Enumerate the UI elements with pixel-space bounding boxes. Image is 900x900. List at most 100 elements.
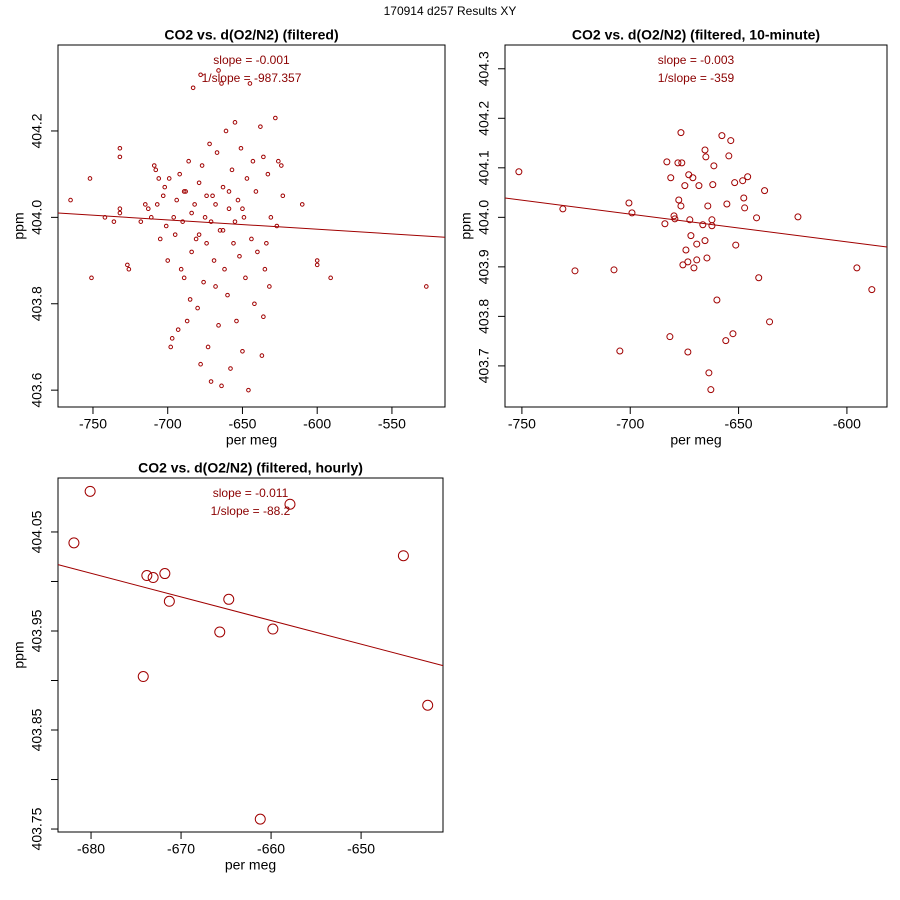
point	[422, 699, 434, 711]
y-tick-label: 403.7	[476, 348, 492, 383]
point	[699, 221, 707, 229]
point	[235, 197, 241, 203]
point	[117, 210, 123, 216]
point	[157, 236, 163, 242]
y-tick-label: 404.2	[29, 113, 45, 148]
y-tick-label: 403.75	[29, 807, 45, 850]
point	[265, 171, 271, 177]
point	[732, 241, 740, 249]
point	[205, 344, 211, 350]
point	[741, 204, 749, 212]
point	[198, 72, 203, 78]
point	[670, 212, 678, 220]
x-axis-label: per meg	[225, 857, 276, 873]
x-tick-label: -660	[257, 841, 285, 857]
point	[89, 275, 94, 281]
point	[208, 379, 214, 384]
point	[174, 197, 179, 203]
point	[189, 210, 194, 216]
point	[689, 174, 697, 182]
point	[731, 179, 739, 187]
point	[117, 145, 123, 151]
point	[214, 150, 220, 155]
point	[196, 232, 202, 237]
point	[180, 219, 185, 224]
point	[181, 189, 187, 194]
point	[213, 284, 218, 289]
fit-line	[57, 212, 446, 238]
point	[207, 141, 212, 147]
point	[729, 330, 737, 338]
plot-frame	[57, 477, 444, 833]
point	[151, 163, 157, 168]
point	[247, 81, 253, 86]
point	[201, 279, 206, 285]
point	[244, 176, 250, 181]
x-tick-label: -750	[508, 416, 536, 432]
point	[701, 237, 709, 245]
fit-line	[504, 197, 888, 248]
y-tick-label: 404.0	[476, 200, 492, 235]
point	[154, 202, 160, 207]
point	[186, 158, 191, 164]
annotation: 1/slope = -359	[658, 71, 735, 85]
point	[213, 202, 218, 207]
point	[261, 314, 266, 320]
point	[241, 215, 247, 220]
point	[145, 206, 151, 212]
point	[274, 223, 280, 229]
y-tick-label: 403.9	[476, 249, 492, 284]
plot-title: CO2 vs. d(O2/N2) (filtered)	[164, 27, 338, 43]
annotation: slope = -0.011	[213, 486, 289, 500]
point	[204, 240, 209, 246]
point	[177, 171, 182, 177]
point	[163, 595, 175, 607]
y-tick-label: 404.0	[29, 200, 45, 235]
point	[710, 162, 718, 170]
point	[226, 206, 232, 212]
x-axis-label: per meg	[670, 432, 721, 448]
point	[397, 550, 409, 562]
point	[708, 216, 716, 224]
point	[141, 570, 153, 582]
point	[195, 305, 200, 311]
point	[571, 267, 579, 275]
point	[111, 219, 117, 224]
point	[255, 249, 260, 255]
point	[166, 176, 172, 181]
point	[165, 258, 171, 263]
x-tick-label: -650	[228, 416, 256, 432]
point	[704, 202, 712, 210]
point	[231, 240, 236, 246]
point	[193, 236, 199, 242]
x-tick-label: -680	[77, 841, 105, 857]
point	[424, 284, 429, 289]
point	[675, 196, 683, 204]
point	[679, 261, 687, 269]
point	[237, 253, 242, 259]
point	[211, 258, 217, 263]
point	[755, 274, 763, 282]
point	[723, 200, 731, 208]
point	[232, 120, 238, 125]
point	[701, 146, 709, 154]
point	[160, 193, 166, 199]
point	[705, 369, 713, 377]
point	[674, 159, 682, 167]
y-axis-label: ppm	[11, 212, 27, 239]
point	[264, 240, 269, 246]
point	[220, 228, 226, 233]
point	[153, 167, 159, 173]
plot-frame	[504, 44, 888, 408]
point	[262, 266, 268, 272]
point	[147, 572, 159, 584]
point	[671, 215, 679, 223]
point	[685, 171, 693, 179]
point	[328, 275, 333, 281]
point	[181, 275, 187, 281]
y-axis-label: ppm	[458, 212, 474, 239]
point	[273, 115, 278, 121]
point	[702, 153, 710, 161]
